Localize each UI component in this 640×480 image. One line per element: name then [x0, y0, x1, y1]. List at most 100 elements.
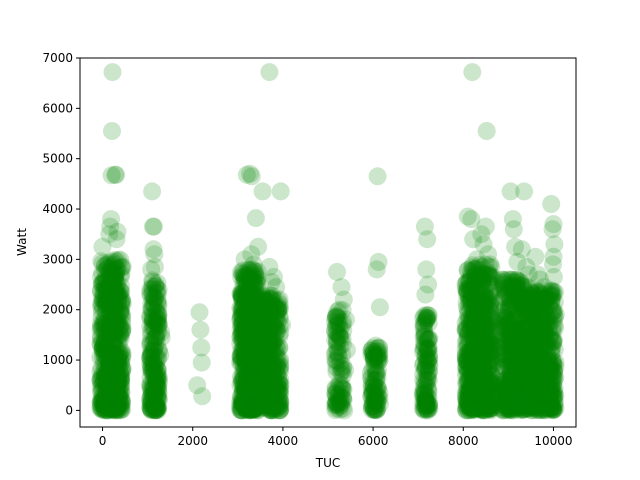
- data-point: [418, 378, 437, 396]
- data-point: [469, 310, 488, 329]
- data-point: [238, 321, 257, 340]
- data-point: [99, 362, 118, 381]
- data-point: [109, 284, 128, 303]
- data-point: [457, 358, 476, 377]
- data-point: [252, 321, 271, 340]
- data-point: [94, 273, 113, 292]
- data-point: [244, 306, 263, 325]
- data-point: [231, 347, 250, 366]
- data-point: [99, 319, 118, 338]
- data-point: [271, 323, 290, 342]
- data-point: [329, 344, 348, 363]
- data-point: [478, 362, 497, 381]
- data-point: [245, 303, 264, 322]
- data-point: [241, 326, 260, 345]
- data-point: [103, 382, 122, 401]
- data-point: [243, 326, 262, 345]
- data-point: [330, 374, 349, 393]
- data-point: [105, 345, 124, 364]
- data-point: [271, 375, 290, 394]
- data-point: [263, 384, 282, 403]
- data-point: [331, 354, 350, 373]
- data-point: [326, 322, 345, 341]
- data-point: [108, 274, 127, 293]
- data-point: [105, 309, 124, 328]
- data-point: [256, 398, 275, 417]
- data-point: [234, 304, 253, 323]
- data-point: [240, 325, 259, 344]
- data-point: [251, 325, 270, 344]
- data-point: [253, 308, 272, 327]
- data-point: [330, 326, 349, 345]
- data-point: [419, 351, 438, 370]
- data-point: [101, 343, 120, 362]
- data-point: [112, 258, 130, 277]
- data-point: [109, 374, 128, 392]
- data-point: [191, 320, 210, 339]
- data-point: [264, 333, 283, 352]
- data-point: [247, 316, 265, 335]
- data-point: [473, 323, 491, 342]
- data-point: [259, 394, 278, 413]
- data-point: [457, 395, 476, 414]
- data-point: [106, 314, 125, 333]
- data-point: [241, 272, 260, 291]
- data-point: [242, 281, 261, 299]
- data-point: [235, 398, 254, 417]
- data-point: [144, 387, 163, 406]
- data-point: [456, 320, 475, 339]
- data-point: [333, 376, 351, 395]
- data-point: [367, 365, 386, 384]
- data-point: [232, 347, 250, 365]
- data-point: [368, 378, 387, 397]
- y-tick-label: 4000: [42, 202, 73, 216]
- data-point: [107, 366, 126, 384]
- data-point: [258, 319, 277, 338]
- data-point: [244, 277, 263, 296]
- data-point: [252, 325, 271, 344]
- data-point: [110, 345, 129, 363]
- data-point: [326, 308, 345, 327]
- data-point: [270, 390, 289, 408]
- data-point: [246, 396, 264, 414]
- data-point: [249, 365, 268, 383]
- data-point: [326, 343, 345, 362]
- data-point: [266, 395, 285, 414]
- data-point: [478, 339, 497, 358]
- data-point: [244, 331, 263, 350]
- data-point: [233, 340, 252, 359]
- data-point: [92, 359, 111, 377]
- data-point: [145, 397, 164, 416]
- data-point: [238, 286, 257, 305]
- data-point: [147, 283, 166, 302]
- data-point: [259, 377, 278, 396]
- data-point: [231, 367, 250, 386]
- data-point: [470, 316, 489, 335]
- data-point: [239, 282, 258, 301]
- data-point: [417, 373, 436, 392]
- data-point: [261, 339, 280, 358]
- data-point: [147, 314, 166, 333]
- data-point: [101, 372, 120, 391]
- data-point: [417, 393, 436, 412]
- data-point: [270, 307, 289, 326]
- data-point: [270, 396, 289, 415]
- data-point: [260, 290, 279, 309]
- data-point: [144, 376, 163, 395]
- data-point: [145, 385, 164, 404]
- data-point: [143, 299, 162, 318]
- data-point: [483, 385, 502, 404]
- data-point: [109, 287, 128, 306]
- data-point: [330, 397, 348, 416]
- data-point: [244, 367, 263, 386]
- data-point: [107, 259, 126, 278]
- data-point: [243, 393, 261, 412]
- data-point: [248, 397, 267, 416]
- data-point: [415, 326, 434, 345]
- data-point: [479, 357, 498, 376]
- data-point: [332, 389, 351, 407]
- data-point: [473, 401, 492, 420]
- data-point: [142, 400, 161, 419]
- data-point: [242, 362, 261, 381]
- data-point: [149, 342, 168, 361]
